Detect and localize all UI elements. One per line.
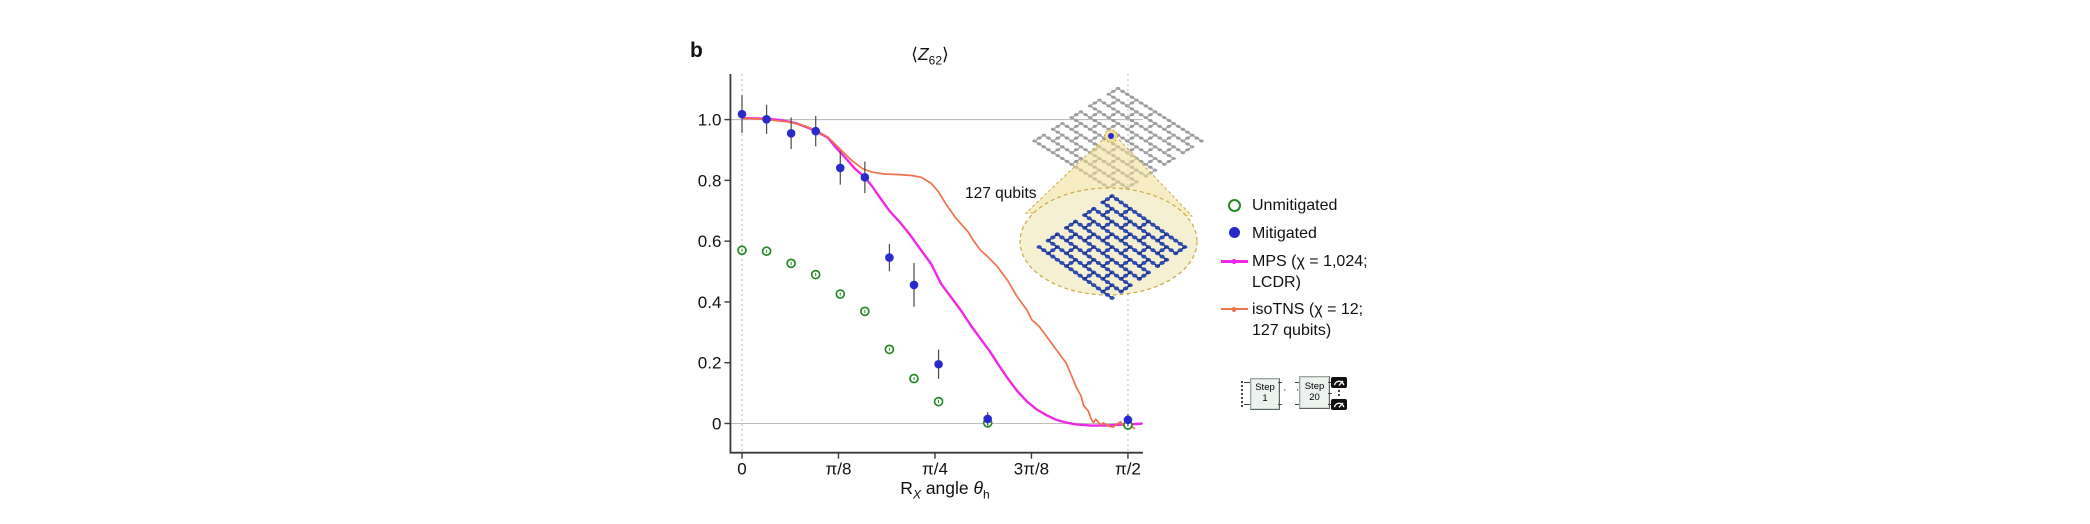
curve-isotns (741, 117, 1136, 430)
circuit-step-1-box: Step 1 (1250, 378, 1280, 410)
mitigated-marker-icon (1228, 227, 1240, 238)
data-point-mitigated (811, 126, 821, 136)
xlabel-theta: θ (973, 478, 984, 498)
title-qubit-index: 62 (928, 53, 943, 68)
wire (1278, 403, 1282, 405)
x-tick-label: 0 (737, 460, 746, 479)
wire-ellipsis-left (1241, 381, 1243, 407)
circuit-diagram: Step 1 · · Step 20 (1238, 372, 1353, 414)
legend-item-mitigated: Mitigated (1216, 223, 1368, 251)
title-close-bracket: ⟩ (942, 44, 949, 64)
chart-title: ⟨Z62⟩ (870, 44, 990, 68)
circuit-step-20-box: Step 20 (1299, 376, 1330, 409)
xlabel-theta-subscript: h (983, 487, 990, 502)
data-point-mitigated (909, 280, 919, 290)
title-observable-symbol: Z (917, 44, 929, 64)
step-box-label: Step (1304, 380, 1325, 392)
wire (1244, 403, 1250, 405)
plot-area: 0 0.2 0.4 0.6 0.8 1.0 0 π/8 π/4 3π/8 π/2 (698, 74, 1143, 479)
wire (1244, 381, 1250, 383)
data-point-mitigated (934, 359, 943, 369)
wire (1295, 403, 1299, 405)
data-point-mitigated (737, 109, 747, 119)
data-point-mitigated (762, 114, 771, 124)
xlabel-angle-word: angle (920, 478, 974, 498)
y-tick-label: 0.8 (698, 171, 722, 190)
x-tick-label: π/2 (1115, 460, 1141, 479)
qubit-lattice-graphic (1036, 194, 1188, 300)
data-point-mitigated (835, 163, 845, 173)
highlighted-qubit-dot (1108, 133, 1114, 139)
panel-label: b (690, 39, 703, 62)
x-tick-label: 3π/8 (1014, 460, 1049, 479)
xlabel-r-subscript: X (912, 487, 921, 502)
x-axis-label: RX angle θh (860, 478, 1030, 502)
wire (1295, 381, 1299, 383)
x-tick-label: π/4 (922, 460, 948, 479)
qubits-count-label: 127 qubits (965, 185, 1037, 202)
measurement-icon (1331, 398, 1347, 410)
legend-label: MPS (χ = 1,024; LCDR) (1252, 253, 1368, 291)
legend-item-isotns: isoTNS (χ = 12; 127 qubits) (1216, 299, 1368, 341)
legend-item-mps: MPS (χ = 1,024; LCDR) (1216, 251, 1368, 299)
y-tick-label: 0.6 (698, 232, 722, 251)
mps-line-icon (1220, 259, 1248, 264)
wire (1278, 381, 1282, 383)
y-tick-label: 0 (712, 415, 721, 434)
data-point-mitigated (1123, 415, 1133, 425)
data-point-mitigated (860, 173, 870, 182)
wire (1328, 403, 1332, 405)
lattice-illustration (1019, 86, 1204, 300)
x-tick-label: π/8 (826, 460, 852, 479)
step-box-label: Step (1255, 382, 1275, 394)
legend-item-unmitigated: Unmitigated (1216, 195, 1368, 223)
isotns-line-icon (1220, 307, 1248, 312)
wire-ellipsis-meters (1338, 390, 1340, 396)
measurement-icon (1331, 376, 1347, 388)
data-point-mitigated (885, 253, 894, 262)
legend-label: Unmitigated (1252, 197, 1338, 214)
y-tick-label: 1.0 (698, 111, 722, 130)
y-tick-label: 0.4 (698, 293, 722, 312)
step-box-number: 1 (1262, 393, 1268, 404)
data-point-mitigated (786, 128, 796, 138)
data-point-mitigated (983, 414, 992, 424)
unmitigated-marker-icon (1227, 199, 1241, 212)
circuit-ellipsis: · · (1283, 384, 1303, 396)
legend-label: Mitigated (1252, 225, 1317, 242)
step-box-number: 20 (1309, 391, 1320, 403)
legend: Unmitigated Mitigated MPS (χ = 1,024; LC… (1216, 195, 1368, 341)
device-lattice-graphic (1032, 86, 1204, 196)
wire (1328, 381, 1332, 383)
legend-label: isoTNS (χ = 12; 127 qubits) (1252, 301, 1364, 339)
y-tick-label: 0.2 (698, 354, 722, 373)
xlabel-r: R (900, 478, 913, 498)
wire (1328, 392, 1332, 394)
title-open-bracket: ⟨ (911, 44, 918, 64)
